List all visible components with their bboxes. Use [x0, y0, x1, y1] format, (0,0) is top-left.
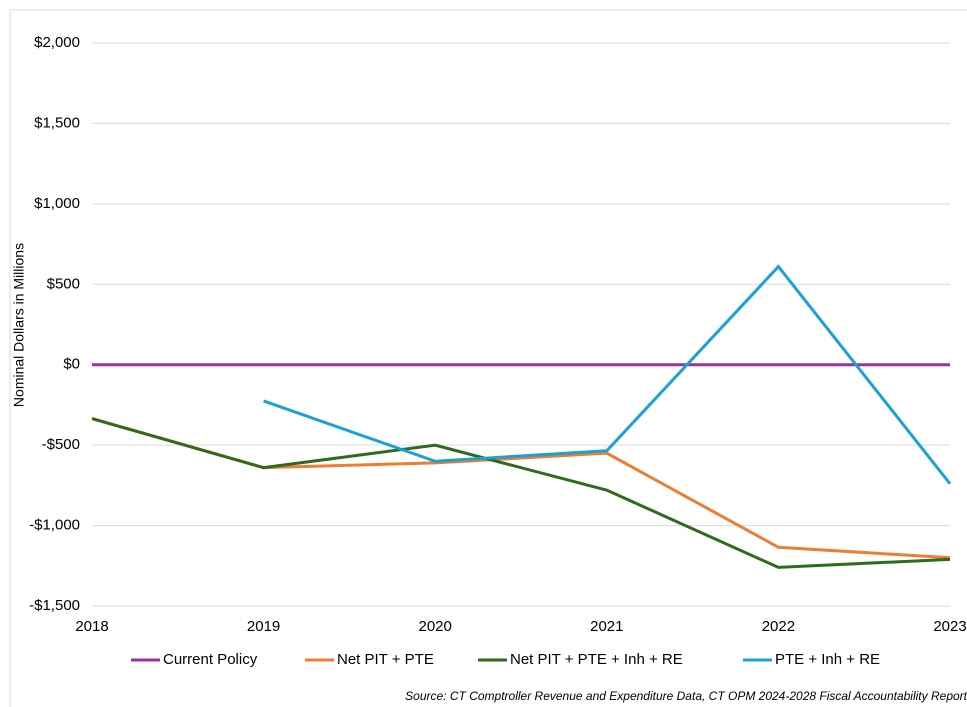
y-tick-label: -$1,000	[29, 517, 80, 534]
y-axis-label: Nominal Dollars in Millions	[11, 243, 27, 407]
legend-label: PTE + Inh + RE	[775, 651, 880, 668]
series-line	[91, 417, 951, 569]
x-tick-label: 2018	[75, 618, 108, 635]
legend-label: Net PIT + PTE + Inh + RE	[510, 651, 683, 668]
chart-frame	[9, 9, 967, 707]
series-line	[91, 417, 951, 560]
y-tick-label: $2,000	[34, 34, 80, 51]
series-line	[263, 264, 952, 485]
legend-label: Net PIT + PTE	[337, 651, 434, 668]
y-tick-label: -$1,500	[29, 597, 80, 614]
legend-label: Current Policy	[163, 651, 258, 668]
y-tick-label: $1,500	[34, 114, 80, 131]
x-tick-label: 2021	[590, 618, 623, 635]
y-tick-label: $500	[47, 275, 80, 292]
x-tick-label: 2022	[762, 618, 795, 635]
y-tick-label: -$500	[42, 436, 80, 453]
x-tick-label: 2020	[419, 618, 452, 635]
x-tick-label: 2023	[933, 618, 966, 635]
source-note: Source: CT Comptroller Revenue and Expen…	[405, 689, 967, 703]
y-tick-label: $1,000	[34, 195, 80, 212]
x-tick-label: 2019	[247, 618, 280, 635]
y-tick-label: $0	[63, 356, 80, 373]
